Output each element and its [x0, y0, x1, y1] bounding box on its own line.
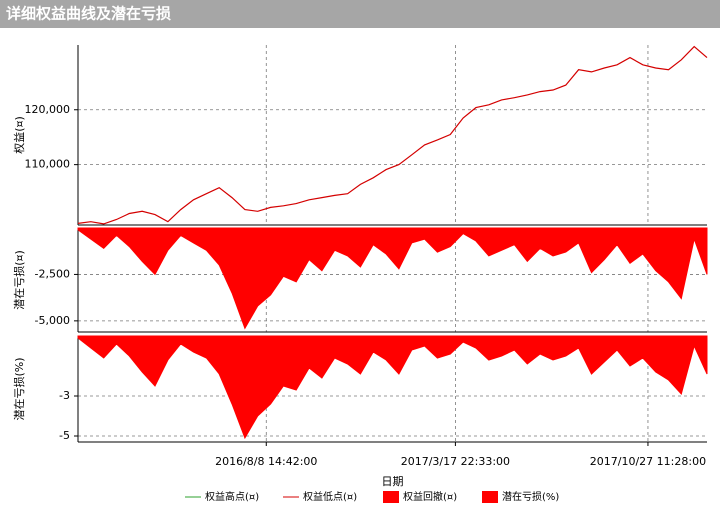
line — [77, 45, 708, 225]
y-tick-label: 110,000 — [25, 158, 71, 171]
legend-label: 权益低点(¤) — [303, 490, 357, 503]
y-axis-label: 潜在亏损(¤) — [12, 250, 26, 310]
header-bar — [0, 0, 720, 28]
x-tick-label: 2016/8/8 14:42:00 — [215, 455, 317, 468]
y-tick-label: 120,000 — [25, 103, 71, 116]
area — [77, 335, 708, 440]
y-axis-label: 权益(¤) — [12, 116, 26, 154]
legend-label: 潜在亏损(%) — [502, 490, 559, 503]
x-tick-label: 2017/10/27 11:28:00 — [590, 455, 706, 468]
x-axis-label: 日期 — [382, 475, 404, 488]
area — [77, 227, 708, 330]
legend-box — [482, 491, 498, 503]
header-title: 详细权益曲线及潜在亏损 — [6, 5, 171, 23]
y-axis-label: 潜在亏损(%) — [12, 357, 26, 420]
legend-label: 权益回撤(¤) — [403, 490, 457, 503]
y-tick-label: -2,500 — [35, 267, 70, 280]
x-tick-label: 2017/3/17 22:33:00 — [401, 455, 510, 468]
legend-label: 权益高点(¤) — [205, 490, 259, 503]
y-tick-label: -5,000 — [35, 314, 70, 327]
y-tick-label: -5 — [59, 429, 70, 442]
y-tick-label: -3 — [59, 389, 70, 402]
legend-box — [383, 491, 399, 503]
